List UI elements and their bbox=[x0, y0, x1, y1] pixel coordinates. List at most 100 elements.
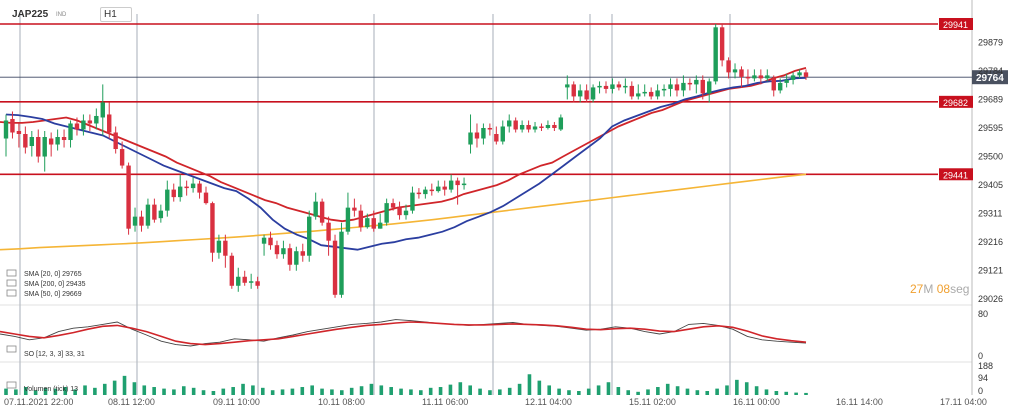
volume-bar bbox=[142, 385, 147, 395]
candle-body bbox=[307, 216, 312, 256]
candles bbox=[3, 24, 809, 298]
volume-bar bbox=[715, 388, 719, 395]
candle-body bbox=[623, 85, 628, 88]
legend-label: SMA [50, 0] 29669 bbox=[24, 291, 82, 298]
volume-bar bbox=[725, 385, 729, 395]
volume-bar bbox=[448, 384, 453, 395]
candle-body bbox=[74, 123, 80, 130]
time-tick-label: 10.11 08:00 bbox=[318, 397, 365, 407]
candle-body bbox=[261, 237, 267, 244]
stoch-tick-label: 0 bbox=[978, 351, 983, 361]
time-tick-label: 08.11 12:00 bbox=[108, 397, 155, 407]
candle-body bbox=[203, 192, 209, 204]
candle-body bbox=[397, 207, 402, 216]
candle-body bbox=[584, 90, 589, 100]
candle-body bbox=[3, 120, 9, 139]
volume-bar bbox=[102, 383, 107, 395]
time-tick-label: 16.11 14:00 bbox=[836, 397, 883, 407]
price-tick-label: 29405 bbox=[978, 180, 1003, 190]
candle-body bbox=[610, 84, 615, 89]
candle-body bbox=[752, 75, 757, 79]
volume-bar bbox=[241, 383, 245, 395]
volume-bar bbox=[675, 386, 680, 395]
volume-tick-label: 94 bbox=[978, 373, 988, 383]
volume-bar bbox=[330, 389, 334, 395]
legend-icon bbox=[6, 279, 17, 287]
candle-body bbox=[42, 137, 47, 157]
candle-body bbox=[319, 201, 325, 223]
volume-bar bbox=[280, 389, 285, 395]
volume-bar bbox=[794, 392, 798, 395]
volume-bar bbox=[73, 389, 77, 395]
volume-bar bbox=[152, 387, 156, 395]
candle-body bbox=[636, 93, 641, 97]
volume-bar bbox=[310, 385, 314, 395]
candle-body bbox=[10, 118, 15, 133]
time-tick-label: 11.11 06:00 bbox=[422, 397, 468, 407]
volume-tick-label: 188 bbox=[978, 361, 993, 371]
volume-bar bbox=[320, 388, 324, 395]
timeframe-label[interactable]: H1 bbox=[104, 9, 117, 20]
volume-bar bbox=[211, 391, 216, 395]
time-tick-label: 12.11 04:00 bbox=[525, 397, 572, 407]
time-tick-label: 16.11 00:00 bbox=[733, 397, 780, 407]
symbol-label[interactable]: JAP225 bbox=[12, 9, 49, 20]
volume-bar bbox=[63, 387, 68, 395]
sma20-line bbox=[5, 76, 807, 251]
volume-bar bbox=[804, 392, 808, 395]
candle-body bbox=[139, 216, 144, 226]
volume-bar bbox=[162, 388, 166, 395]
level-tag bbox=[939, 18, 973, 30]
level-label: 29941 bbox=[943, 20, 968, 30]
volume-bar bbox=[201, 390, 206, 395]
candle-body bbox=[294, 251, 299, 265]
candle-body bbox=[390, 203, 396, 208]
candle-body bbox=[210, 203, 215, 253]
candle-body bbox=[29, 137, 35, 147]
sma50-line bbox=[0, 67, 807, 223]
candle-body bbox=[803, 72, 809, 77]
volume-bar bbox=[616, 387, 621, 395]
candle-body bbox=[526, 124, 531, 130]
candle-body bbox=[100, 102, 105, 118]
volume-bar bbox=[577, 391, 581, 395]
candle-body bbox=[55, 137, 60, 145]
candle-body bbox=[48, 138, 54, 145]
candle-body bbox=[719, 27, 725, 61]
legend-icon bbox=[6, 345, 17, 353]
timeframe-selector[interactable] bbox=[100, 7, 132, 22]
volume-bar bbox=[181, 386, 186, 395]
candle-body bbox=[552, 124, 557, 128]
legend-label: SMA [20, 0] 29765 bbox=[24, 271, 82, 278]
legend-label: SMA [200, 0] 29435 bbox=[24, 281, 86, 288]
volume-bar bbox=[4, 388, 8, 395]
candle-body bbox=[700, 79, 705, 94]
volume-bar bbox=[251, 385, 255, 395]
candle-body bbox=[216, 240, 222, 253]
candle-body bbox=[500, 126, 505, 142]
volume-bar bbox=[231, 387, 235, 395]
candle-body bbox=[519, 124, 525, 130]
volume-bar bbox=[547, 385, 552, 395]
price-tick-label: 29595 bbox=[978, 123, 1003, 133]
price-tick-label: 29784 bbox=[978, 66, 1003, 76]
volume-bar bbox=[665, 383, 670, 395]
volume-bar bbox=[596, 385, 601, 395]
stoch-k-line bbox=[0, 319, 807, 347]
candle-body bbox=[481, 127, 486, 139]
candle-body bbox=[416, 192, 422, 195]
candle-body bbox=[532, 126, 538, 130]
candle-body bbox=[152, 204, 157, 220]
candle-body bbox=[248, 281, 254, 283]
volume-bar bbox=[705, 391, 710, 395]
candle-body bbox=[687, 82, 693, 85]
candle-body bbox=[590, 87, 596, 100]
candle-body bbox=[616, 84, 622, 88]
candle-body bbox=[777, 82, 783, 91]
candle-timer: 27M 08seg bbox=[910, 282, 970, 296]
volume-bar bbox=[784, 391, 789, 395]
candle-body bbox=[332, 240, 338, 295]
volume-bar bbox=[438, 387, 443, 395]
legend-icon bbox=[6, 269, 17, 277]
